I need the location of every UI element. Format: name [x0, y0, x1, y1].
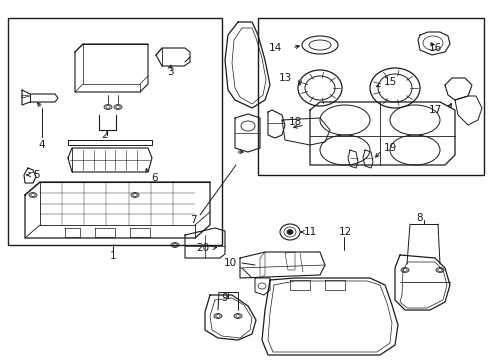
Text: 15: 15	[383, 77, 396, 87]
Text: 20: 20	[196, 243, 210, 253]
Text: 13: 13	[278, 73, 292, 83]
Ellipse shape	[287, 230, 293, 234]
Text: 1: 1	[110, 251, 116, 261]
Text: 14: 14	[269, 43, 282, 53]
Text: 7: 7	[190, 215, 196, 225]
Text: 9: 9	[221, 293, 228, 303]
Text: 4: 4	[39, 140, 45, 150]
Text: 17: 17	[428, 105, 441, 115]
Text: 8: 8	[416, 213, 423, 223]
Text: 10: 10	[223, 258, 237, 268]
Text: 16: 16	[428, 43, 441, 53]
Text: 5: 5	[33, 170, 39, 180]
Text: 18: 18	[289, 117, 302, 127]
Text: 19: 19	[383, 143, 396, 153]
Text: 12: 12	[339, 227, 352, 237]
Text: 3: 3	[167, 67, 173, 77]
Text: 11: 11	[303, 227, 317, 237]
Bar	[8, 18, 222, 245]
Text: 2: 2	[102, 130, 108, 140]
Text: 6: 6	[152, 173, 158, 183]
Bar	[258, 18, 484, 175]
